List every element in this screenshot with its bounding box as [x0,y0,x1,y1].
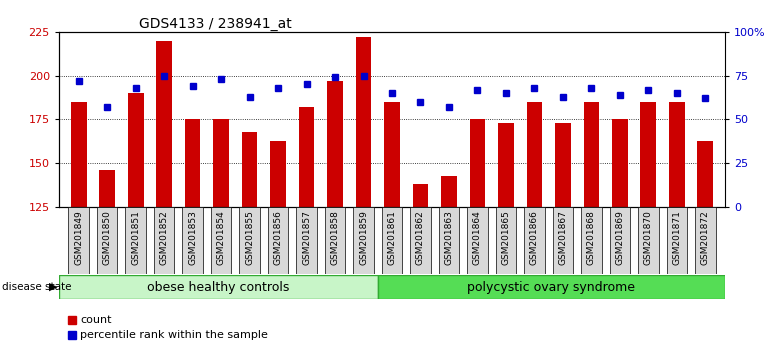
FancyBboxPatch shape [382,207,402,274]
Text: disease state: disease state [2,282,72,292]
FancyBboxPatch shape [467,207,488,274]
Text: GSM201853: GSM201853 [188,210,197,266]
Text: GSM201868: GSM201868 [587,210,596,266]
Bar [555,123,571,207]
Text: GSM201865: GSM201865 [502,210,510,266]
FancyBboxPatch shape [154,207,174,274]
FancyBboxPatch shape [183,207,203,274]
Bar [241,132,257,207]
Text: count: count [80,315,111,325]
Bar [356,37,372,207]
Text: polycystic ovary syndrome: polycystic ovary syndrome [467,281,636,293]
FancyBboxPatch shape [296,207,317,274]
FancyBboxPatch shape [68,207,89,274]
FancyBboxPatch shape [695,207,716,274]
Text: GSM201856: GSM201856 [274,210,282,266]
Text: GSM201862: GSM201862 [416,210,425,265]
Text: ▶: ▶ [49,282,57,292]
Text: GSM201866: GSM201866 [530,210,539,266]
Text: GSM201872: GSM201872 [701,210,710,265]
Bar [698,141,713,207]
FancyBboxPatch shape [439,207,459,274]
Text: GSM201850: GSM201850 [103,210,111,266]
Bar [527,102,543,207]
FancyBboxPatch shape [638,207,659,274]
FancyBboxPatch shape [325,207,345,274]
Bar [412,184,428,207]
Bar [669,102,684,207]
FancyBboxPatch shape [410,207,430,274]
FancyBboxPatch shape [581,207,601,274]
Bar [498,123,514,207]
FancyBboxPatch shape [378,275,725,299]
Text: GSM201864: GSM201864 [473,210,482,265]
Text: GSM201851: GSM201851 [131,210,140,266]
FancyBboxPatch shape [211,207,231,274]
Bar [270,141,286,207]
Bar [71,102,86,207]
FancyBboxPatch shape [666,207,687,274]
Text: GSM201870: GSM201870 [644,210,653,266]
Bar [612,120,628,207]
Bar [100,170,115,207]
FancyBboxPatch shape [610,207,630,274]
Bar [128,93,143,207]
Text: GSM201859: GSM201859 [359,210,368,266]
Text: GSM201861: GSM201861 [387,210,397,266]
FancyBboxPatch shape [268,207,289,274]
Text: GSM201863: GSM201863 [445,210,453,266]
Text: GSM201857: GSM201857 [302,210,311,266]
FancyBboxPatch shape [125,207,146,274]
Bar [583,102,599,207]
Text: GSM201869: GSM201869 [615,210,624,266]
Text: obese healthy controls: obese healthy controls [147,281,289,293]
FancyBboxPatch shape [97,207,118,274]
Text: GDS4133 / 238941_at: GDS4133 / 238941_at [139,17,292,31]
Text: GSM201852: GSM201852 [160,210,169,265]
Text: GSM201858: GSM201858 [331,210,339,266]
Bar [470,120,485,207]
Bar [185,120,201,207]
Bar [156,41,172,207]
Text: GSM201855: GSM201855 [245,210,254,266]
Bar [327,81,343,207]
Text: GSM201867: GSM201867 [558,210,568,266]
Bar [213,120,229,207]
Bar [299,107,314,207]
FancyBboxPatch shape [354,207,374,274]
Text: GSM201854: GSM201854 [216,210,226,265]
Bar [384,102,400,207]
Text: percentile rank within the sample: percentile rank within the sample [80,330,268,340]
Text: GSM201849: GSM201849 [74,210,83,265]
Text: GSM201871: GSM201871 [673,210,681,266]
FancyBboxPatch shape [495,207,516,274]
FancyBboxPatch shape [239,207,260,274]
FancyBboxPatch shape [553,207,573,274]
Bar [441,176,457,207]
FancyBboxPatch shape [59,275,378,299]
Bar [641,102,656,207]
FancyBboxPatch shape [524,207,545,274]
